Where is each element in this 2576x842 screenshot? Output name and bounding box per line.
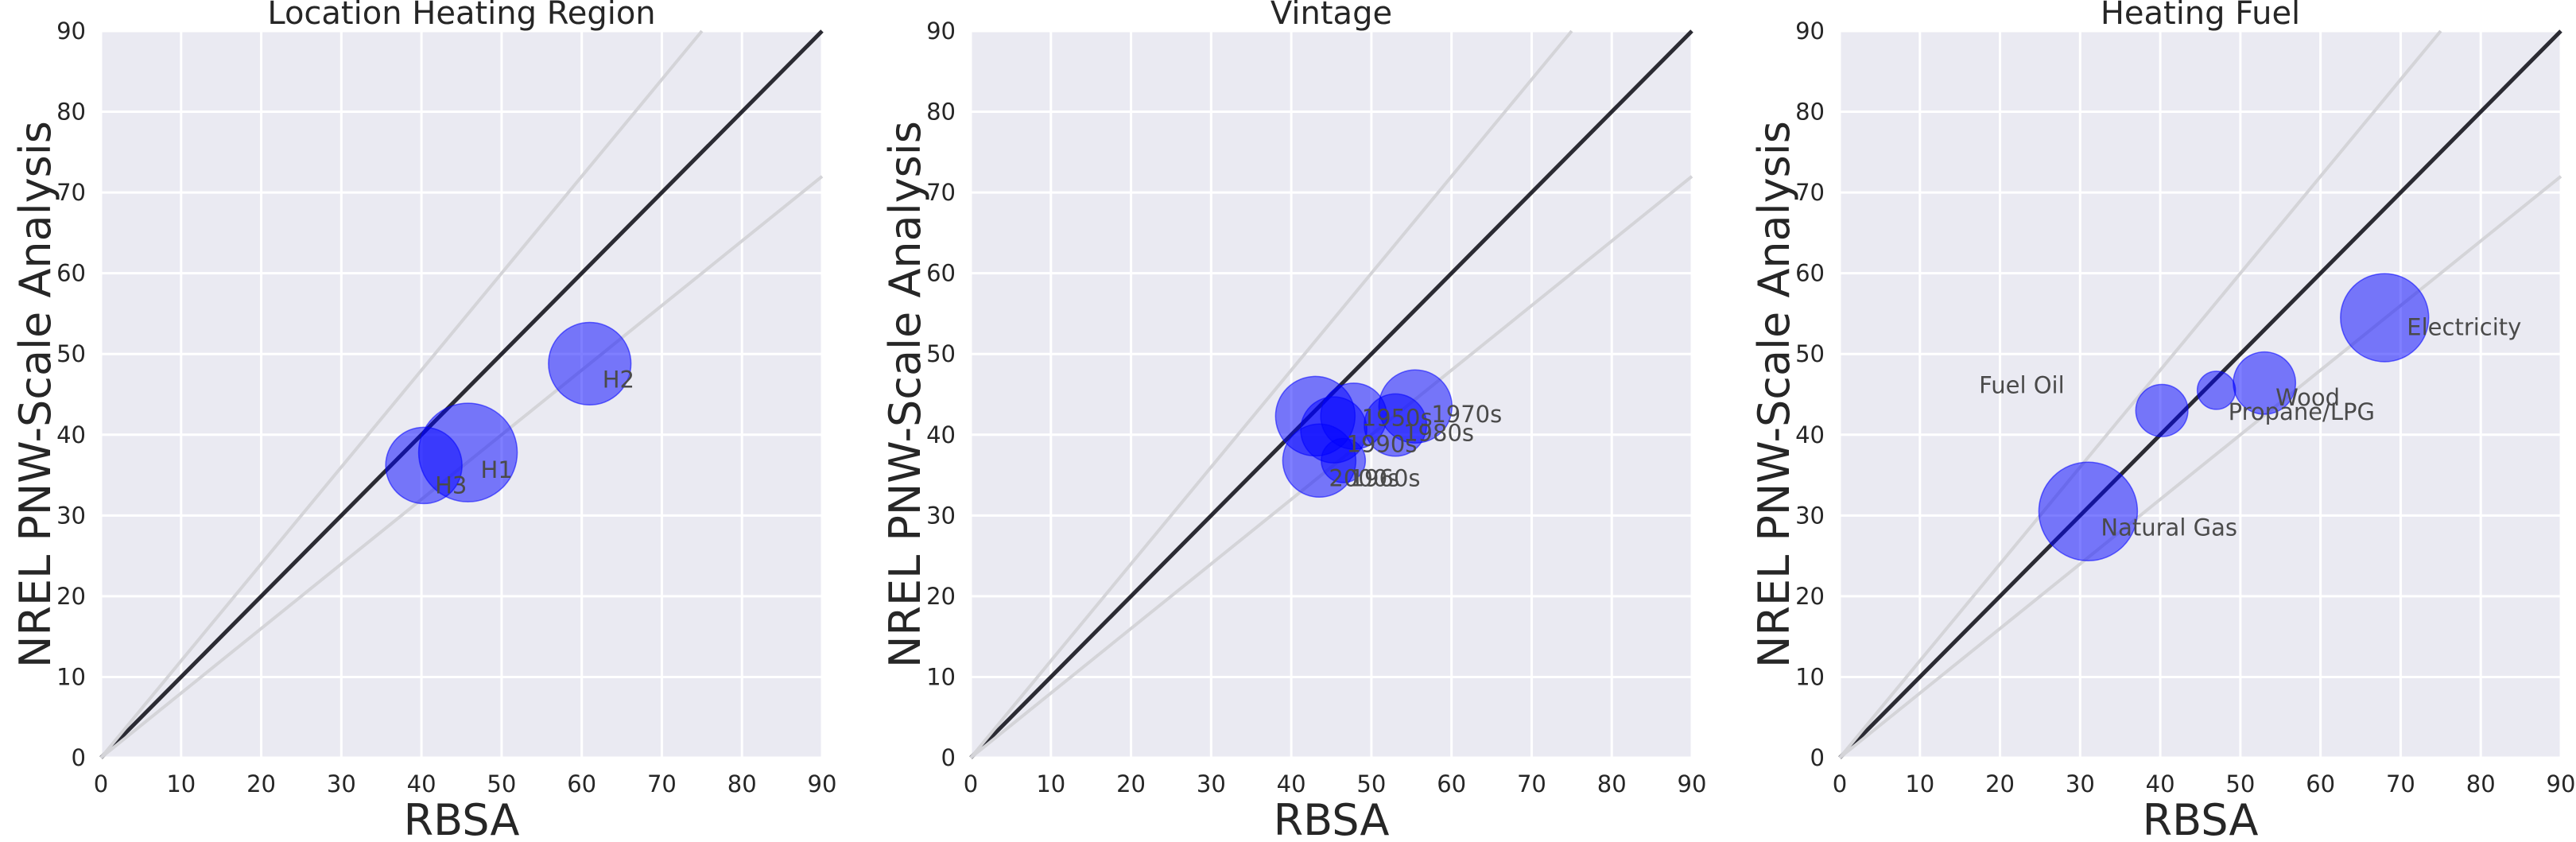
x-tick-label: 80 (1597, 770, 1627, 797)
x-tick-label: 70 (2386, 770, 2415, 797)
y-axis-label: NREL PNW-Scale Analysis (1749, 121, 1799, 668)
identity-line (99, 29, 824, 759)
chart-title: Vintage (1271, 0, 1392, 32)
x-tick-label: 60 (2306, 770, 2335, 797)
x-axis-label: RBSA (2143, 795, 2259, 842)
bubble-point (2340, 273, 2430, 363)
reference-line (1838, 29, 2442, 759)
point-label: Propane/LPG (2229, 398, 2375, 425)
x-tick-label: 0 (94, 770, 108, 797)
y-tick-label: 80 (56, 99, 86, 126)
chart-title: Location Heating Region (267, 0, 655, 32)
y-tick-label: 70 (1795, 179, 1825, 206)
x-tick-label: 0 (964, 770, 978, 797)
x-tick-label: 0 (1833, 770, 1847, 797)
x-tick-label: 40 (2146, 770, 2175, 797)
y-tick-label: 90 (56, 17, 86, 45)
point-label: 2000s (1329, 464, 1399, 491)
y-tick-label: 20 (926, 583, 956, 610)
reference-line (1838, 175, 2562, 759)
x-tick-label: 50 (1356, 770, 1386, 797)
y-tick-label: 60 (56, 260, 86, 287)
x-tick-label: 60 (1437, 770, 1466, 797)
chart-location-heating-region: H1 H2 H3 0 10 20 30 40 50 60 70 80 90 0 10 20 30 40 50 60 70… (10, 0, 837, 842)
y-tick-label: 60 (926, 260, 956, 287)
x-tick-label: 30 (2066, 770, 2095, 797)
y-tick-label: 50 (926, 340, 956, 367)
x-tick-label: 50 (2225, 770, 2255, 797)
point-label: 1980s (1403, 420, 1474, 447)
y-axis-label: NREL PNW-Scale Analysis (880, 121, 930, 668)
point-label: H2 (603, 366, 634, 393)
x-tick-label: 60 (567, 770, 596, 797)
point-label: H1 (481, 456, 513, 483)
y-tick-label: 10 (56, 663, 86, 690)
x-tick-label: 80 (727, 770, 757, 797)
bubble-point (2135, 383, 2189, 437)
x-tick-label: 10 (1905, 770, 1934, 797)
x-tick-label: 90 (808, 770, 837, 797)
y-tick-label: 70 (56, 179, 86, 206)
x-tick-label: 80 (2466, 770, 2496, 797)
point-label: Electricity (2407, 314, 2521, 341)
y-tick-label: 90 (1795, 17, 1825, 45)
x-tick-label: 20 (1985, 770, 2015, 797)
x-tick-label: 50 (487, 770, 516, 797)
y-tick-label: 10 (1795, 663, 1825, 690)
y-tick-label: 70 (926, 179, 956, 206)
y-tick-label: 20 (56, 583, 86, 610)
y-tick-label: 50 (56, 340, 86, 367)
y-tick-label: 20 (1795, 583, 1825, 610)
y-tick-label: 40 (926, 421, 956, 448)
bubble-point (2196, 371, 2237, 410)
bubble-point (385, 426, 463, 505)
x-tick-label: 90 (1678, 770, 1707, 797)
point-label: 1950s (1362, 404, 1433, 431)
y-tick-label: 80 (926, 99, 956, 126)
point-label: 1960s (1350, 464, 1421, 491)
y-tick-label: 10 (926, 663, 956, 690)
y-tick-label: 40 (56, 421, 86, 448)
y-tick-label: 0 (1810, 744, 1825, 771)
x-tick-label: 10 (166, 770, 196, 797)
point-label: 1990s (1347, 431, 1418, 458)
x-tick-label: 90 (2547, 770, 2576, 797)
y-axis-label: NREL PNW-Scale Analysis (10, 121, 60, 668)
point-label: Wood (2275, 384, 2340, 411)
y-tick-label: 40 (1795, 421, 1825, 448)
x-axis-label: RBSA (404, 795, 520, 842)
x-tick-label: 20 (1116, 770, 1146, 797)
bubble-point (548, 321, 632, 406)
bubble-point (1274, 375, 1356, 457)
x-tick-label: 70 (1517, 770, 1546, 797)
reference-line (99, 29, 704, 759)
x-tick-label: 20 (246, 770, 276, 797)
y-tick-label: 80 (1795, 99, 1825, 126)
bubble-point (2038, 461, 2139, 562)
y-tick-label: 50 (1795, 340, 1825, 367)
x-tick-label: 70 (647, 770, 677, 797)
x-tick-label: 40 (1277, 770, 1306, 797)
y-tick-label: 60 (1795, 260, 1825, 287)
point-label: Fuel Oil (1979, 371, 2065, 398)
y-tick-label: 0 (72, 744, 86, 771)
y-tick-label: 0 (941, 744, 956, 771)
y-tick-label: 30 (926, 502, 956, 529)
chart-title: Heating Fuel (2101, 0, 2300, 32)
x-tick-label: 30 (327, 770, 356, 797)
point-label: 1970s (1431, 401, 1502, 428)
y-tick-label: 90 (926, 17, 956, 45)
reference-line (969, 29, 1573, 759)
y-tick-label: 30 (1795, 502, 1825, 529)
x-tick-label: 10 (1036, 770, 1065, 797)
point-label: H3 (435, 471, 467, 499)
point-label: Natural Gas (2101, 514, 2237, 541)
x-tick-label: 40 (407, 770, 436, 797)
x-axis-label: RBSA (1274, 795, 1390, 842)
x-tick-label: 30 (1197, 770, 1226, 797)
y-tick-label: 30 (56, 502, 86, 529)
